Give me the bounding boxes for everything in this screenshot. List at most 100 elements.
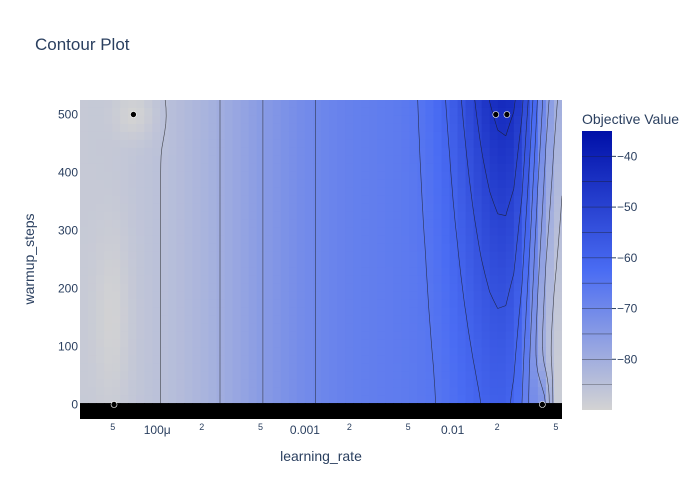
heatmap-cell — [256, 147, 266, 157]
heatmap-cell — [312, 291, 322, 300]
heatmap-cell — [449, 179, 459, 189]
heatmap-cell — [345, 371, 354, 380]
heatmap-cell — [425, 195, 435, 205]
heatmap-cell — [136, 275, 145, 285]
heatmap-cell — [377, 371, 386, 380]
heatmap-cell — [80, 155, 89, 165]
heatmap-cell — [337, 315, 346, 324]
heatmap-cell — [136, 339, 145, 348]
heatmap-cell — [88, 251, 97, 261]
heatmap-cell — [409, 219, 418, 229]
heatmap-cell — [304, 355, 314, 364]
heatmap-cell — [136, 163, 145, 173]
heatmap-cell — [240, 363, 250, 372]
heatmap-cell — [481, 251, 491, 261]
heatmap-cell — [425, 371, 435, 380]
heatmap-cell — [176, 187, 186, 197]
heatmap-cell — [425, 163, 435, 173]
heatmap-cell — [224, 363, 234, 372]
heatmap-cell — [481, 259, 491, 269]
heatmap-cell — [224, 100, 234, 109]
heatmap-cell — [264, 323, 274, 332]
heatmap-cell — [200, 275, 210, 285]
heatmap-cell — [537, 131, 547, 141]
heatmap-cell — [345, 107, 354, 117]
heatmap-cell — [329, 243, 338, 253]
heatmap-cell — [481, 227, 491, 237]
heatmap-cell — [457, 155, 467, 165]
heatmap-cell — [337, 179, 346, 189]
heatmap-cell — [264, 371, 274, 380]
heatmap-cell — [168, 307, 177, 316]
heatmap-cell — [433, 339, 443, 348]
heatmap-cell — [393, 123, 402, 133]
heatmap-cell — [176, 259, 186, 269]
heatmap-cell — [112, 323, 121, 332]
heatmap-cell — [521, 100, 531, 109]
heatmap-cell — [377, 315, 386, 324]
heatmap-cell — [361, 243, 370, 253]
heatmap-cell — [232, 331, 242, 340]
heatmap-cell — [96, 267, 105, 277]
heatmap-cell — [200, 251, 210, 261]
heatmap-cell — [216, 339, 226, 348]
heatmap-cell — [505, 235, 515, 245]
heatmap-cell — [224, 195, 234, 205]
heatmap-cell — [88, 211, 97, 221]
heatmap-cell — [361, 283, 370, 292]
heatmap-cell — [152, 235, 161, 245]
heatmap-cell — [240, 355, 250, 364]
heatmap-cell — [248, 275, 258, 285]
heatmap-cell — [465, 115, 475, 125]
heatmap-cell — [457, 203, 467, 213]
trial-point — [539, 401, 546, 408]
heatmap-cell — [369, 211, 378, 221]
heatmap-cell — [96, 315, 105, 324]
heatmap-cell — [513, 355, 523, 364]
heatmap-cell — [449, 235, 459, 245]
heatmap-cell — [288, 363, 298, 372]
heatmap-cell — [473, 387, 483, 396]
heatmap-cell — [248, 211, 258, 221]
heatmap-cell — [385, 219, 394, 229]
heatmap-cell — [545, 379, 555, 388]
heatmap-cell — [473, 291, 483, 300]
heatmap-cell — [329, 283, 338, 292]
heatmap-cell — [200, 331, 210, 340]
heatmap-cell — [537, 243, 547, 253]
heatmap-cell — [168, 155, 177, 165]
heatmap-cell — [152, 411, 161, 419]
heatmap-cell — [433, 155, 443, 165]
heatmap-cell — [457, 347, 467, 356]
heatmap-cell — [521, 347, 531, 356]
heatmap-cell — [216, 211, 226, 221]
heatmap-cell — [361, 339, 370, 348]
heatmap-cell — [545, 171, 555, 181]
heatmap-cell — [377, 267, 386, 277]
heatmap-cell — [232, 323, 242, 332]
heatmap-cell — [88, 379, 97, 388]
heatmap-cell — [88, 355, 97, 364]
heatmap-cell — [433, 283, 443, 292]
heatmap-cell — [545, 299, 555, 308]
heatmap-cell — [88, 323, 97, 332]
heatmap-cell — [224, 155, 234, 165]
heatmap-cell — [232, 163, 242, 173]
heatmap-cell — [272, 123, 282, 133]
heatmap-cell — [208, 211, 218, 221]
heatmap-cell — [296, 363, 306, 372]
heatmap-cell — [473, 171, 483, 181]
heatmap-cell — [80, 283, 89, 292]
heatmap-cell — [272, 323, 282, 332]
heatmap-cell — [264, 347, 274, 356]
heatmap-cell — [545, 275, 555, 285]
heatmap-cell — [136, 131, 145, 141]
heatmap-cell — [176, 291, 186, 300]
heatmap-cell — [513, 100, 523, 109]
heatmap-cell — [288, 115, 298, 125]
heatmap-cell — [409, 347, 418, 356]
heatmap-cell — [88, 371, 97, 380]
heatmap-cell — [457, 131, 467, 141]
trial-point — [110, 401, 118, 408]
heatmap-cell — [136, 219, 145, 229]
